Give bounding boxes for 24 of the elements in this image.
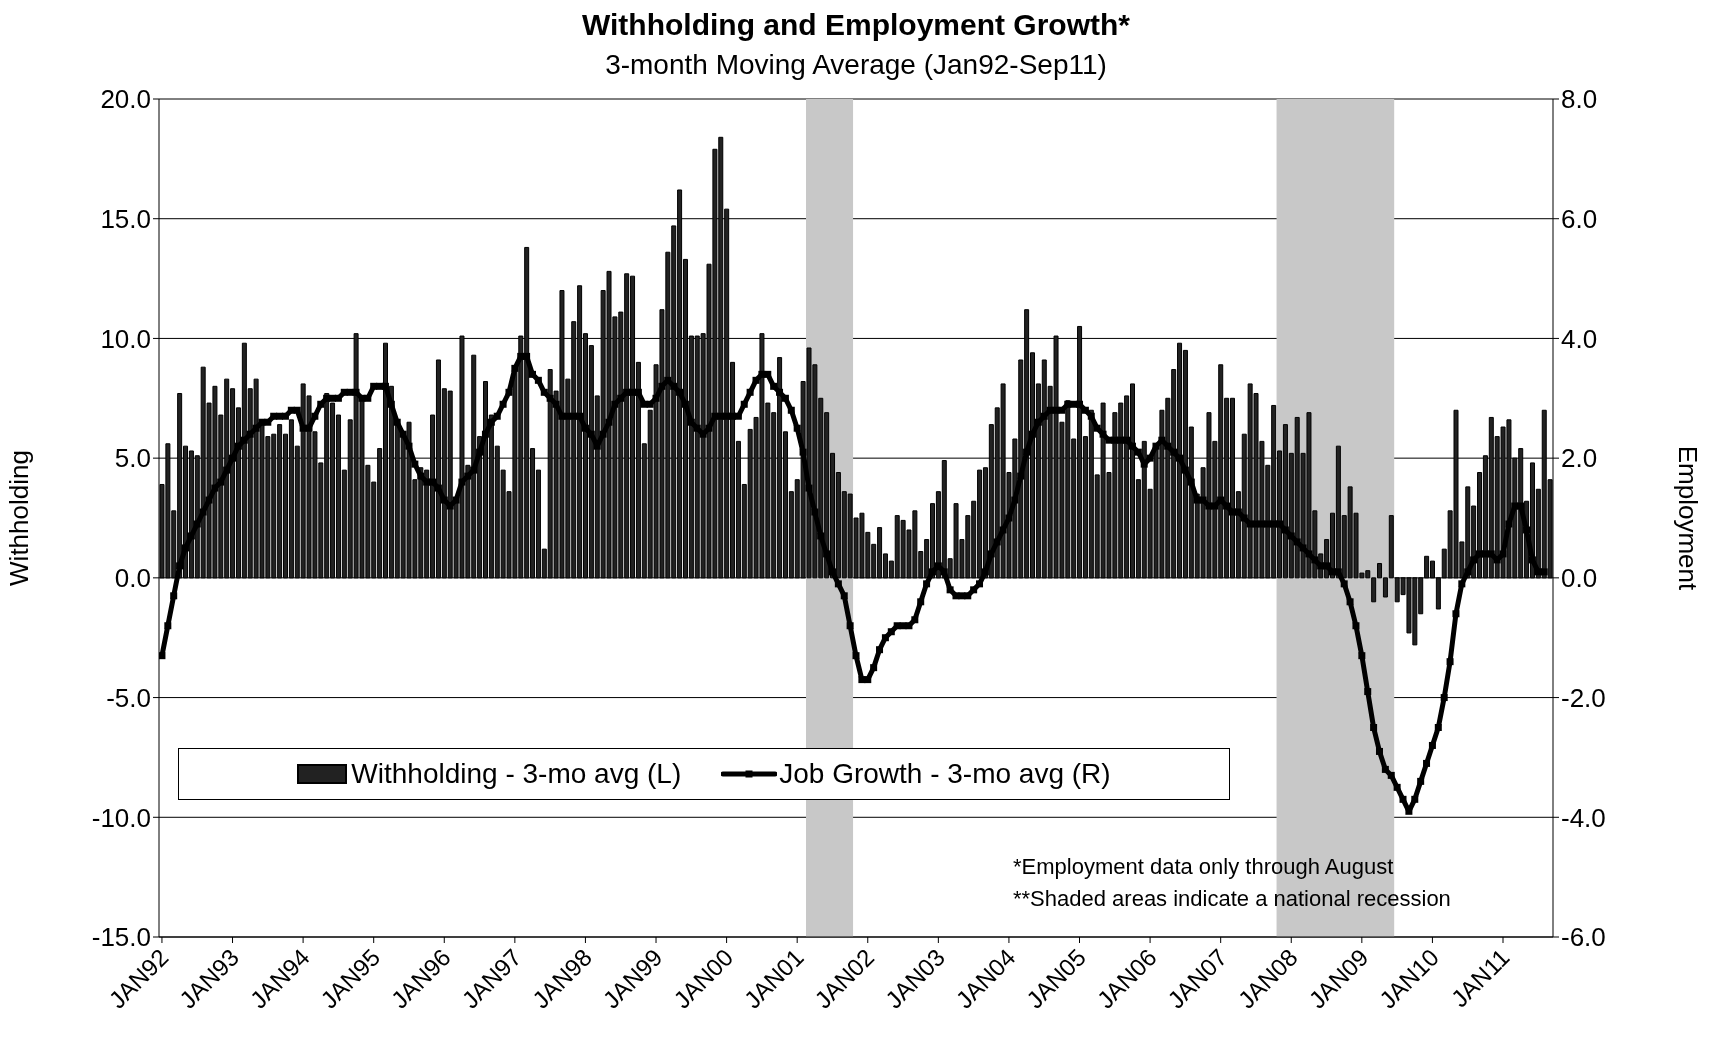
annotation: *Employment data only through August [1013,853,1395,881]
y2-tick-label: 4.0 [1561,323,1598,354]
chart-subtitle: 3-month Moving Average (Jan92-Sep11) [604,48,1108,82]
y2-tick-label: -2.0 [1561,682,1606,713]
y-tick-label: 20.0 [100,84,151,115]
y2-tick-label: -4.0 [1561,802,1606,833]
y-tick-label: -5.0 [106,682,151,713]
legend-label: Job Growth - 3-mo avg (R) [779,758,1111,790]
y-axis-title: Withholding [4,450,35,586]
y2-axis-title: Employment [1672,445,1703,592]
y-tick-label: 5.0 [114,443,151,474]
y-tick-label: 10.0 [100,323,151,354]
y2-tick-label: 8.0 [1561,84,1598,115]
y-tick-label: -10.0 [91,802,151,833]
annotation: **Shaded areas indicate a national recession [1013,885,1451,913]
y2-tick-label: 0.0 [1561,563,1598,594]
y-tick-label: 15.0 [100,203,151,234]
y2-tick-label: 6.0 [1561,203,1598,234]
y2-tick-label: 2.0 [1561,443,1598,474]
chart-title: Withholding and Employment Growth* [581,8,1131,42]
y-tick-label: -15.0 [91,922,151,953]
y2-tick-label: -6.0 [1561,922,1606,953]
y-tick-label: 0.0 [114,563,151,594]
legend-label: Withholding - 3-mo avg (L) [351,758,682,790]
